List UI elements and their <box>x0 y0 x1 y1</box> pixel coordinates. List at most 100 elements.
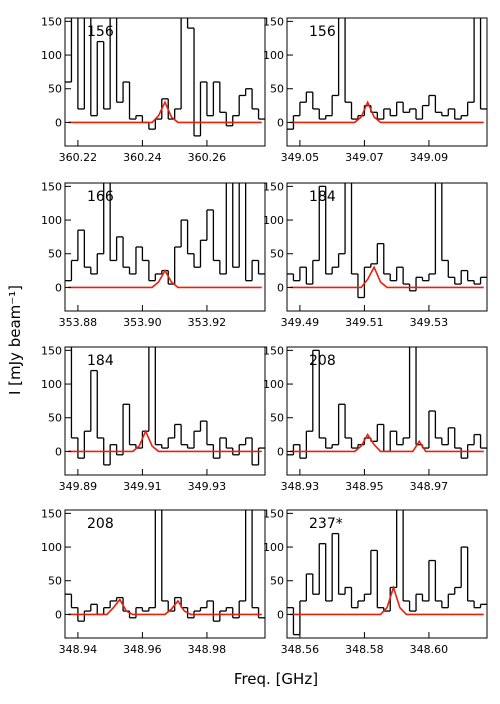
x-tick-label: 349.53 <box>410 316 449 329</box>
panel: 0 50 100 150 353.88 353.90 353.92 166 <box>41 180 266 329</box>
step-riser <box>70 347 260 465</box>
y-tick-label: 0 <box>277 116 284 129</box>
x-tick-label: 348.96 <box>123 643 162 656</box>
plot-area <box>65 18 265 137</box>
panel-frame <box>286 182 488 312</box>
y-tick-label: 100 <box>41 49 62 62</box>
panel-frame <box>286 509 488 639</box>
model-line <box>290 433 484 453</box>
panel-frame <box>286 17 488 147</box>
x-tick-label: 348.56 <box>281 643 320 656</box>
plot-area <box>65 183 265 289</box>
y-tick-label: 50 <box>270 412 284 425</box>
y-tick-label: 0 <box>55 608 62 621</box>
panel: 0 50 100 150 348.94 348.96 348.98 208 <box>41 507 266 656</box>
panel: 0 50 100 150 349.89 349.91 349.93 184 <box>41 344 266 493</box>
panel-label: 166 <box>87 189 114 205</box>
y-tick-label: 100 <box>263 541 284 554</box>
y-tick-label: 100 <box>41 214 62 227</box>
panel-label: 156 <box>87 24 114 40</box>
panel-frame <box>64 182 266 312</box>
y-tick-label: 0 <box>55 116 62 129</box>
y-tick-label: 50 <box>48 575 62 588</box>
plot-area <box>287 18 487 130</box>
y-tick-label: 150 <box>263 344 284 357</box>
panel-label: 184 <box>87 353 114 369</box>
x-tick-label: 348.58 <box>345 643 384 656</box>
x-tick-label: 349.07 <box>345 151 384 164</box>
x-tick-label: 353.90 <box>123 316 162 329</box>
step-riser <box>70 183 260 285</box>
y-tick-label: 0 <box>277 281 284 294</box>
panel-frame <box>286 346 488 476</box>
x-tick-label: 348.97 <box>410 480 449 493</box>
x-tick-label: 349.05 <box>281 151 320 164</box>
x-tick-label: 349.91 <box>123 480 162 493</box>
x-tick-label: 348.98 <box>188 643 227 656</box>
x-tick-label: 360.22 <box>59 151 98 164</box>
panel-label: 184 <box>309 189 336 205</box>
plot-area <box>287 183 487 299</box>
y-tick-label: 150 <box>41 15 62 28</box>
x-tick-label: 348.60 <box>410 643 449 656</box>
panel-label: 208 <box>309 353 336 369</box>
plot-area <box>287 510 487 636</box>
x-tick-label: 353.88 <box>59 316 98 329</box>
plot-area <box>65 510 265 622</box>
model-line <box>290 265 484 289</box>
panel-frame <box>64 509 266 639</box>
panel: 0 50 100 150 348.56 348.58 348.60 237* <box>263 507 488 656</box>
y-tick-label: 0 <box>277 445 284 458</box>
y-tick-label: 100 <box>263 378 284 391</box>
y-tick-label: 150 <box>263 180 284 193</box>
x-axis-label: Freq. [GHz] <box>234 670 318 688</box>
x-tick-label: 349.93 <box>188 480 227 493</box>
x-tick-label: 360.24 <box>123 151 162 164</box>
x-tick-label: 349.89 <box>59 480 98 493</box>
y-tick-label: 50 <box>48 248 62 261</box>
x-tick-label: 349.09 <box>410 151 449 164</box>
y-tick-label: 0 <box>277 608 284 621</box>
x-tick-label: 348.93 <box>281 480 320 493</box>
model-line <box>290 584 484 616</box>
y-tick-label: 100 <box>41 541 62 554</box>
panel-label: 208 <box>87 516 114 532</box>
y-tick-label: 50 <box>270 248 284 261</box>
y-axis-label: I [mJy beam⁻¹] <box>6 285 24 395</box>
plot-area <box>68 347 265 466</box>
x-tick-label: 348.95 <box>345 480 384 493</box>
y-tick-label: 150 <box>263 507 284 520</box>
panel: 0 50 100 150 360.22 360.24 360.26 156 <box>41 15 266 164</box>
y-tick-label: 100 <box>41 378 62 391</box>
x-tick-label: 349.49 <box>281 316 320 329</box>
model-line <box>290 100 484 124</box>
y-tick-label: 50 <box>48 412 62 425</box>
y-tick-label: 50 <box>270 83 284 96</box>
panel: 0 50 100 150 349.05 349.07 349.09 156 <box>263 15 488 164</box>
y-tick-label: 50 <box>270 575 284 588</box>
y-tick-label: 100 <box>263 49 284 62</box>
x-tick-label: 349.51 <box>345 316 384 329</box>
panel: 0 50 100 150 349.49 349.51 349.53 184 <box>263 180 488 329</box>
y-tick-label: 150 <box>41 180 62 193</box>
x-tick-label: 360.26 <box>188 151 227 164</box>
x-tick-label: 348.94 <box>59 643 98 656</box>
panel-label: 156 <box>309 24 336 40</box>
y-tick-label: 0 <box>55 445 62 458</box>
model-line <box>68 429 262 453</box>
y-tick-label: 150 <box>41 507 62 520</box>
y-tick-label: 150 <box>41 344 62 357</box>
model-line <box>68 268 262 289</box>
model-line <box>68 598 262 616</box>
x-tick-label: 353.92 <box>188 316 227 329</box>
model-line <box>68 100 262 124</box>
step-riser <box>70 18 260 136</box>
y-tick-label: 0 <box>55 281 62 294</box>
panel-frame <box>64 17 266 147</box>
y-tick-label: 50 <box>48 83 62 96</box>
step-riser <box>292 510 482 635</box>
step-riser <box>292 183 482 298</box>
panel: 0 50 100 150 348.93 348.95 348.97 208 <box>263 344 488 493</box>
y-tick-label: 150 <box>263 15 284 28</box>
